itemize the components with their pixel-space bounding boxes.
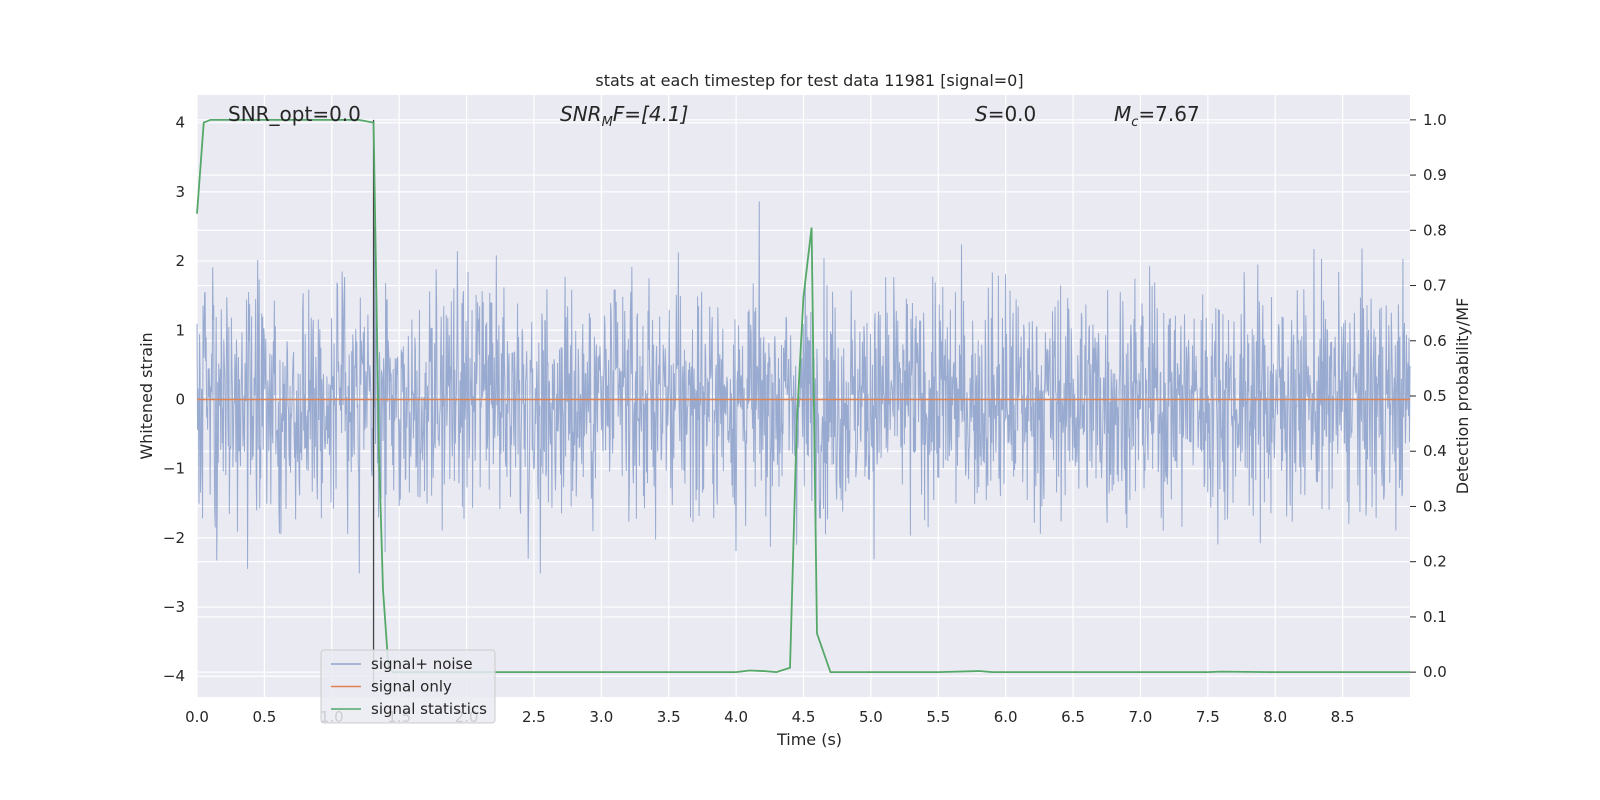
x-tick-label: 8.0 <box>1263 708 1287 726</box>
y-tick-label: 2 <box>175 252 185 270</box>
x-tick-label: 4.5 <box>792 708 816 726</box>
legend-box <box>320 649 496 724</box>
y2-tick-label: 0.9 <box>1423 166 1447 184</box>
x-tick-label: 5.0 <box>859 708 883 726</box>
y-tick-label: 0 <box>175 390 185 408</box>
x-axis-label: Time (s) <box>776 730 842 749</box>
x-tick-label: 0.5 <box>252 708 276 726</box>
y2-tick-label: 0.0 <box>1423 663 1447 681</box>
x-tick-label: 0.0 <box>185 708 209 726</box>
x-tick-label: 6.5 <box>1061 708 1085 726</box>
y2-tick-label: 0.3 <box>1423 497 1447 515</box>
x-tick-label: 4.0 <box>724 708 748 726</box>
y-tick-label: −1 <box>163 460 185 478</box>
annotation-snr-opt: SNR_opt=0.0 <box>228 102 361 126</box>
x-tick-label: 7.5 <box>1196 708 1220 726</box>
y-tick-label: −2 <box>163 529 185 547</box>
y2-tick-label: 0.8 <box>1423 221 1447 239</box>
chart-title: stats at each timestep for test data 119… <box>595 71 1023 90</box>
legend: signal+ noise signal only signal statist… <box>320 649 496 724</box>
annotation-snr-mf-main: SNR <box>560 102 602 126</box>
y2-tick-label: 0.1 <box>1423 608 1447 626</box>
series-line-signal-noise <box>196 201 1411 574</box>
y-tick-label: −3 <box>163 598 185 616</box>
x-tick-label: 7.0 <box>1129 708 1153 726</box>
annotation-s-rest: =0.0 <box>988 102 1037 126</box>
x-tick-label: 3.5 <box>657 708 681 726</box>
annotation-mc-rest: =7.67 <box>1138 102 1199 126</box>
annotation-mc: Mc=7.67 <box>1114 102 1200 130</box>
x-tick-label: 3.0 <box>589 708 613 726</box>
y-tick-label: 4 <box>175 114 185 132</box>
annotation-snr-mf: SNRMF=[4.1] <box>560 102 688 130</box>
y-tick-label: 3 <box>175 183 185 201</box>
y2-tick-label: 0.5 <box>1423 387 1447 405</box>
y-tick-label: −4 <box>163 667 185 685</box>
x-tick-label: 8.5 <box>1331 708 1355 726</box>
annotation-snr-mf-sub: M <box>602 115 613 130</box>
y2-tick-label: 0.7 <box>1423 277 1447 295</box>
y-axis-label: Whitened strain <box>137 332 156 459</box>
series-line-signal-statistics <box>196 118 1410 674</box>
x-tick-label: 5.5 <box>926 708 950 726</box>
annotation-mc-sub: c <box>1131 115 1138 130</box>
annotation-mc-main: M <box>1114 102 1131 126</box>
series-signal-noise <box>196 201 1411 574</box>
y2-tick-label: 0.4 <box>1423 442 1447 460</box>
y2-tick-label: 0.2 <box>1423 553 1447 571</box>
x-tick-label: 6.0 <box>994 708 1018 726</box>
y2-tick-label: 1.0 <box>1423 111 1447 129</box>
series-signal-statistics <box>196 118 1410 674</box>
legend-label-signal-noise: signal+ noise <box>371 655 473 673</box>
legend-label-signal-only: signal only <box>371 678 452 696</box>
annotation-s-main: S <box>975 102 988 126</box>
legend-label-signal-statistics: signal statistics <box>371 700 487 718</box>
x-tick-label: 2.5 <box>522 708 546 726</box>
annotation-snr-mf-rest: F=[4.1] <box>613 102 689 126</box>
y-tick-label: 1 <box>175 321 185 339</box>
annotation-s: S=0.0 <box>975 102 1036 126</box>
y2-tick-label: 0.6 <box>1423 332 1447 350</box>
y2-axis-label: Detection probability/MF <box>1453 298 1472 495</box>
